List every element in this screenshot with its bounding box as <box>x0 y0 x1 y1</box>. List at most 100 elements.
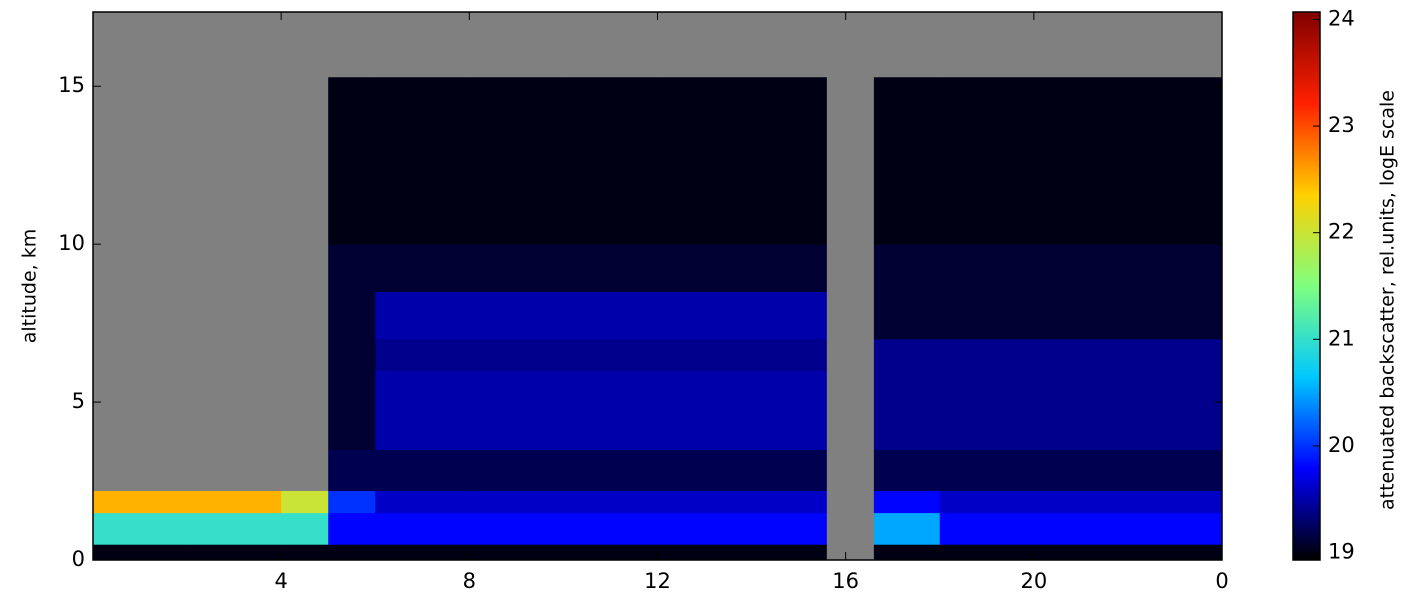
heat-cell <box>1033 512 1129 545</box>
heat-cell <box>563 338 658 371</box>
heat-cell <box>469 449 564 492</box>
heat-cell <box>751 12 828 78</box>
heat-cell <box>939 512 1035 545</box>
heat-cell <box>375 76 470 245</box>
heat-cell <box>826 449 875 492</box>
heat-cell <box>93 544 188 561</box>
heat-cell <box>657 244 753 293</box>
heat-cell <box>1127 490 1223 514</box>
heat-cell <box>187 449 282 492</box>
heat-cell <box>751 244 828 293</box>
heat-cell <box>939 490 1035 514</box>
heat-cell <box>751 370 828 450</box>
heat-cell <box>751 512 828 545</box>
heat-cell <box>1033 338 1129 371</box>
heat-cell <box>187 338 282 371</box>
heat-cell <box>1127 512 1223 545</box>
heat-cell <box>1033 12 1129 78</box>
heat-cell <box>939 370 1035 450</box>
heat-cell <box>939 291 1035 340</box>
heat-cell <box>1033 76 1129 245</box>
heat-cell <box>939 244 1035 293</box>
heat-cell <box>657 12 753 78</box>
heat-cell <box>657 291 753 340</box>
heat-cell <box>469 512 564 545</box>
heat-cell <box>563 544 658 561</box>
heat-cell <box>563 291 658 340</box>
heat-cell <box>873 490 941 514</box>
heat-cell <box>873 291 941 340</box>
heat-cell <box>187 12 282 78</box>
heat-cell <box>187 370 282 450</box>
heat-cell <box>328 512 376 545</box>
heat-cell <box>1127 244 1223 293</box>
heat-cell <box>328 490 376 514</box>
heat-cell <box>93 12 188 78</box>
heat-cell <box>563 370 658 450</box>
colorbar-tick-label: 20 <box>1328 433 1355 457</box>
heat-cell <box>328 449 376 492</box>
heat-cell <box>1033 291 1129 340</box>
heat-cell <box>93 449 188 492</box>
heat-cell <box>563 244 658 293</box>
heat-cell <box>187 512 282 545</box>
colorbar-label: attenuated backscatter, rel.units, logE … <box>1377 90 1399 510</box>
y-tick-label: 0 <box>72 547 85 571</box>
heat-cell <box>375 512 470 545</box>
heat-cell <box>375 370 470 450</box>
heat-cell <box>751 76 828 245</box>
heat-cell <box>657 338 753 371</box>
heat-cell <box>563 490 658 514</box>
heat-cell <box>873 449 941 492</box>
heat-cell <box>281 512 329 545</box>
heat-cell <box>939 338 1035 371</box>
heat-cell <box>873 244 941 293</box>
heat-cell <box>826 12 875 78</box>
heat-cell <box>375 244 470 293</box>
heat-cell <box>939 544 1035 561</box>
heat-cell <box>751 449 828 492</box>
heat-cell <box>657 544 753 561</box>
heat-cell <box>1127 370 1223 450</box>
colorbar <box>1292 11 1321 561</box>
x-tick-label: 0 <box>1215 569 1228 593</box>
heat-cell <box>469 370 564 450</box>
heat-cell <box>469 338 564 371</box>
heat-cell <box>328 244 376 293</box>
heat-cell <box>751 338 828 371</box>
heat-cell <box>187 544 282 561</box>
heat-cell <box>375 12 470 78</box>
heat-cell <box>563 449 658 492</box>
colorbar-tick-label: 22 <box>1328 220 1355 244</box>
heat-cell <box>1127 291 1223 340</box>
heat-cell <box>93 512 188 545</box>
heat-cell <box>657 76 753 245</box>
heat-cell <box>873 12 941 78</box>
y-tick-label: 15 <box>58 73 85 97</box>
heat-cell <box>328 338 376 371</box>
heat-cell <box>563 12 658 78</box>
x-tick-label: 12 <box>644 569 671 593</box>
y-tick-label: 5 <box>72 389 85 413</box>
heat-cell <box>1033 449 1129 492</box>
heat-cell <box>469 76 564 245</box>
heat-cell <box>281 76 329 245</box>
heat-cell <box>657 512 753 545</box>
heat-cell <box>873 338 941 371</box>
heat-cell <box>375 544 470 561</box>
heat-cell <box>1033 370 1129 450</box>
heat-cell <box>375 490 470 514</box>
heat-cell <box>328 544 376 561</box>
heat-cell <box>939 12 1035 78</box>
heat-cell <box>328 370 376 450</box>
heat-cell <box>375 338 470 371</box>
x-tick-label: 20 <box>1020 569 1047 593</box>
heat-cell <box>1127 449 1223 492</box>
heat-cell <box>469 490 564 514</box>
heat-cell <box>826 244 875 293</box>
heat-cell <box>1033 244 1129 293</box>
heat-cell <box>281 449 329 492</box>
heat-cell <box>187 291 282 340</box>
colorbar-tick-label: 19 <box>1328 540 1355 564</box>
